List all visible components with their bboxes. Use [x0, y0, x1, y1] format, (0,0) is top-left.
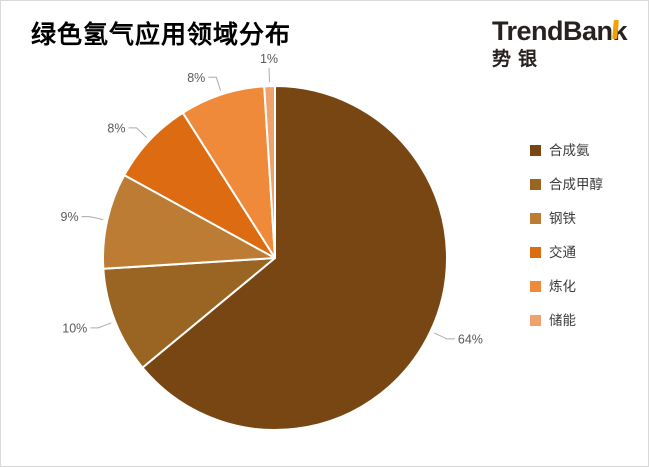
pie-slice-5 [263, 85, 276, 259]
legend-label: 合成氨 [549, 143, 590, 158]
legend-swatch [530, 281, 541, 292]
logo-brand-prefix: TrendBan [491, 16, 613, 46]
logo-brand-k: k [612, 16, 627, 47]
pie-data-label: 10% [62, 321, 87, 335]
legend-label: 合成甲醇 [549, 177, 603, 192]
legend-label: 交通 [549, 245, 576, 260]
pie-data-label: 8% [107, 121, 125, 135]
pie-leader-line [81, 216, 104, 221]
legend-item-1: 合成甲醇 [530, 177, 603, 192]
legend-label: 炼化 [549, 279, 576, 294]
legend-swatch [530, 247, 541, 258]
pie-leader-line [268, 68, 270, 83]
pie-slices-group [102, 85, 448, 431]
pie-data-label: 8% [187, 71, 205, 85]
trendbank-logo: TrendBank 势银 [491, 16, 628, 71]
legend-swatch [530, 213, 541, 224]
legend-label: 储能 [549, 313, 576, 328]
legend-item-2: 钢铁 [530, 211, 603, 226]
pie-slice-0 [141, 85, 448, 431]
legend: 合成氨合成甲醇钢铁交通炼化储能 [530, 143, 603, 347]
pie-slice-2 [102, 174, 276, 270]
pie-leader-line [128, 127, 148, 138]
legend-item-3: 交通 [530, 245, 603, 260]
legend-swatch [530, 315, 541, 326]
legend-item-0: 合成氨 [530, 143, 603, 158]
pie-data-labels-group: 64% 10% 9% 8% 8% 1% [61, 52, 483, 346]
pie-leader-lines-group [81, 68, 455, 340]
logo-brand-text: TrendBank [491, 16, 628, 47]
legend-swatch [530, 145, 541, 156]
pie-data-label: 9% [61, 210, 79, 224]
chart-title: 绿色氢气应用领域分布 [31, 21, 292, 49]
pie-leader-line [208, 76, 222, 91]
legend-item-4: 炼化 [530, 279, 603, 294]
pie-slice-1 [102, 257, 276, 369]
legend-label: 钢铁 [549, 211, 576, 226]
pie-data-label: 64% [458, 332, 483, 346]
pie-leader-line [433, 332, 455, 340]
legend-swatch [530, 179, 541, 190]
pie-data-label: 1% [260, 52, 278, 66]
legend-item-5: 储能 [530, 313, 603, 328]
logo-subbrand: 势银 [491, 48, 544, 70]
pie-leader-line [90, 322, 112, 329]
